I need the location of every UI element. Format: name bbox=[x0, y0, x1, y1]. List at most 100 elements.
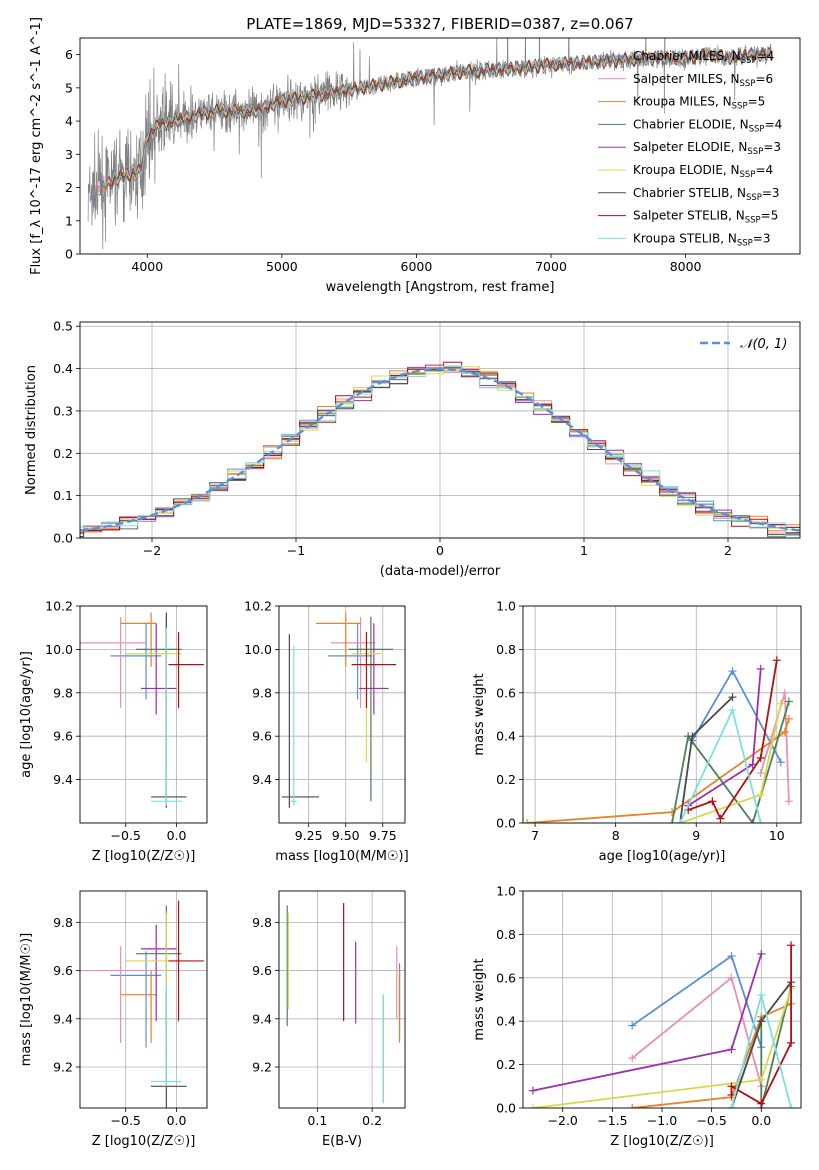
x-tick-label: 9 bbox=[692, 828, 700, 843]
axes-frame bbox=[79, 37, 801, 255]
y-tick-label: 0 bbox=[65, 247, 73, 262]
y-tick-label: 9.4 bbox=[53, 1011, 73, 1026]
residual-histogram-panel: −2 −1 0 1 2 0.0 0.1 0.2 0.3 0.4 0.5 (data-model)/er… bbox=[24, 319, 801, 579]
y-tick-label: 0.0 bbox=[496, 816, 516, 831]
residual-histogram bbox=[80, 366, 800, 537]
weight-line bbox=[526, 718, 790, 823]
y-tick-label: 0.1 bbox=[53, 488, 73, 503]
y-tick-label: 3 bbox=[65, 147, 73, 162]
x-tick-label: −2.0 bbox=[548, 1113, 578, 1128]
x-tick-label: 2 bbox=[724, 543, 732, 558]
legend-entry: Kroupa MILES, NSSP=5 bbox=[633, 95, 765, 112]
weight-line bbox=[632, 1002, 792, 1108]
y-axis-label: Normed distribution bbox=[24, 365, 39, 495]
x-tick-label: −1.5 bbox=[597, 1113, 627, 1128]
x-tick-label: −1 bbox=[287, 543, 305, 558]
figure-title: PLATE=1869, MJD=53327, FIBERID=0387, z=0… bbox=[246, 15, 633, 33]
x-tick-label: 0.0 bbox=[751, 1113, 771, 1128]
y-tick-label: 0.4 bbox=[53, 361, 73, 376]
legend-entry: Kroupa ELODIE, NSSP=4 bbox=[633, 163, 773, 180]
y-tick-label: 9.8 bbox=[53, 915, 73, 930]
y-tick-label: 10.0 bbox=[45, 642, 73, 657]
legend-entry: 𝒩(0, 1) bbox=[740, 337, 787, 352]
age-vs-metallicity-panel: −0.5 0.0 9.4 9.6 9.8 10.0 10.2 Z [log10(Z/Z☉)] a… bbox=[19, 599, 208, 864]
residual-histogram bbox=[80, 364, 800, 531]
x-axis-label: E(B-V) bbox=[322, 1134, 362, 1149]
weight-vs-metallicity-panel: −2.0 −1.5 −1.0 −0.5 0.0 0.0 0.2 0.4 0.6 0.8 1.0 Z [… bbox=[472, 884, 802, 1149]
y-tick-label: 0.8 bbox=[496, 642, 516, 657]
x-tick-label: −2 bbox=[143, 543, 161, 558]
axes-frame bbox=[278, 605, 406, 824]
y-tick-label: 0.4 bbox=[496, 729, 516, 744]
plot-area bbox=[80, 612, 204, 808]
x-axis-label: mass [log10(M/M☉)] bbox=[275, 849, 408, 864]
y-tick-label: 0.2 bbox=[496, 1057, 516, 1072]
y-tick-label: 9.2 bbox=[252, 1060, 272, 1075]
y-axis-label: mass [log10(M/M☉)] bbox=[19, 933, 34, 1066]
y-tick-label: 9.2 bbox=[53, 1060, 73, 1075]
y-tick-label: 0.3 bbox=[53, 403, 73, 418]
mass-vs-reddening-panel: 0.1 0.2 9.2 9.4 9.6 9.8 E(B-V) bbox=[252, 890, 406, 1149]
y-tick-label: 1.0 bbox=[496, 884, 516, 899]
x-tick-label: 8 bbox=[612, 828, 620, 843]
x-tick-label: 4000 bbox=[131, 259, 163, 274]
x-tick-label: 0.2 bbox=[362, 1113, 382, 1128]
axes-frame bbox=[522, 890, 802, 1109]
x-tick-label: 0.0 bbox=[167, 828, 187, 843]
plot-area bbox=[87, 38, 773, 250]
y-tick-label: 1 bbox=[65, 213, 73, 228]
y-tick-label: 4 bbox=[65, 114, 73, 129]
x-axis-label: Z [log10(Z/Z☉)] bbox=[610, 1134, 714, 1149]
axes-frame bbox=[79, 605, 208, 824]
x-tick-label: 0.0 bbox=[167, 1113, 187, 1128]
legend-entry: Salpeter MILES, NSSP=6 bbox=[633, 72, 773, 89]
x-tick-label: 9.25 bbox=[295, 828, 323, 843]
weight-vs-age-panel: 7 8 9 10 0.0 0.2 0.4 0.6 0.8 1.0 age [log10(age/yr… bbox=[472, 599, 802, 864]
x-tick-label: 0.1 bbox=[307, 1113, 327, 1128]
plot-area bbox=[286, 903, 401, 1104]
legend-entry: Salpeter ELODIE, NSSP=3 bbox=[633, 140, 781, 157]
axes-frame bbox=[79, 890, 208, 1109]
x-tick-label: −0.5 bbox=[696, 1113, 726, 1128]
y-tick-label: 0.6 bbox=[496, 970, 516, 985]
y-tick-label: 0.0 bbox=[496, 1101, 516, 1116]
y-tick-label: 0.0 bbox=[53, 531, 73, 546]
plot-area bbox=[80, 900, 204, 1108]
plot-area bbox=[528, 941, 796, 1108]
x-tick-label: −0.5 bbox=[111, 1113, 141, 1128]
x-tick-label: 6000 bbox=[401, 259, 433, 274]
residual-histogram bbox=[80, 368, 800, 535]
plot-area bbox=[523, 656, 793, 823]
x-tick-label: −0.5 bbox=[111, 828, 141, 843]
x-tick-label: −1.0 bbox=[647, 1113, 677, 1128]
y-tick-label: 6 bbox=[65, 47, 73, 62]
axes-frame bbox=[278, 890, 406, 1109]
weight-line bbox=[532, 953, 763, 1092]
x-tick-label: 9.50 bbox=[332, 828, 360, 843]
y-tick-label: 0.8 bbox=[496, 927, 516, 942]
plot-area bbox=[80, 361, 800, 538]
model-spectrum bbox=[111, 47, 772, 185]
normal-curve bbox=[80, 367, 800, 532]
x-tick-label: 10 bbox=[769, 828, 785, 843]
legend-entry: Chabrier MILES, NSSP=4 bbox=[633, 49, 774, 66]
x-tick-label: 5000 bbox=[266, 259, 298, 274]
legend-entry: Salpeter STELIB, NSSP=5 bbox=[633, 209, 778, 226]
y-tick-label: 9.4 bbox=[252, 1011, 272, 1026]
x-axis-label: (data-model)/error bbox=[380, 564, 501, 579]
x-tick-label: 7 bbox=[531, 828, 539, 843]
y-tick-label: 9.8 bbox=[252, 685, 272, 700]
x-axis-label: age [log10(age/yr)] bbox=[599, 849, 726, 864]
y-tick-label: 10.0 bbox=[244, 642, 272, 657]
legend-entry: Kroupa STELIB, NSSP=3 bbox=[633, 231, 771, 248]
y-axis-label: Flux [f_λ 10^-17 erg cm^-2 s^-1 A^-1] bbox=[29, 17, 44, 275]
model-spectrum bbox=[103, 47, 772, 189]
y-tick-label: 10.2 bbox=[244, 599, 272, 614]
y-tick-label: 0.6 bbox=[496, 685, 516, 700]
y-axis-label: age [log10(age/yr)] bbox=[19, 651, 34, 778]
y-tick-label: 0.5 bbox=[53, 319, 73, 334]
y-tick-label: 9.8 bbox=[53, 685, 73, 700]
mass-vs-metallicity-panel: −0.5 0.0 9.2 9.4 9.6 9.8 Z [log10(Z/Z☉)] mass [… bbox=[19, 890, 208, 1149]
y-tick-label: 9.4 bbox=[53, 772, 73, 787]
y-tick-label: 9.6 bbox=[53, 963, 73, 978]
